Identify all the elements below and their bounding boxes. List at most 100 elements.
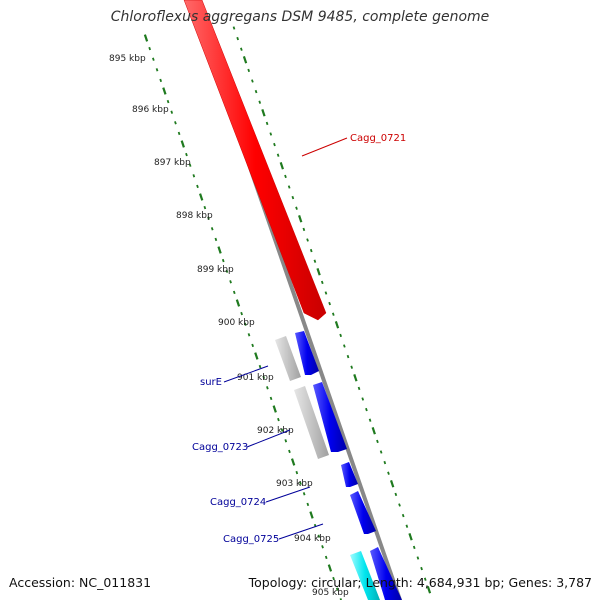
tick-minor xyxy=(398,503,401,507)
tick-minor xyxy=(321,545,324,549)
tick-minor xyxy=(376,439,379,444)
tick-minor xyxy=(258,100,262,104)
tick-minor xyxy=(196,184,199,189)
tick-major xyxy=(279,162,284,170)
tick-major xyxy=(242,56,248,64)
tick-minor xyxy=(379,450,383,454)
tick-major xyxy=(217,246,222,254)
tick-minor xyxy=(232,26,236,30)
scale-label-897: 897 kbp xyxy=(154,158,191,168)
tick-minor xyxy=(313,259,317,263)
tick-minor xyxy=(306,502,310,507)
tick-minor xyxy=(368,418,372,422)
tick-minor xyxy=(291,195,295,200)
tick-major xyxy=(290,458,296,466)
tick-minor xyxy=(188,163,192,167)
gene-cagg-0724[interactable] xyxy=(341,462,358,487)
tick-minor xyxy=(332,576,335,581)
tick-minor xyxy=(287,185,291,189)
tick-minor xyxy=(284,174,287,179)
tick-minor xyxy=(324,291,328,295)
scale-ticks-inner xyxy=(143,34,342,600)
gene-cagg-0721[interactable] xyxy=(183,0,327,321)
tick-minor xyxy=(277,417,280,422)
scale-label-898: 898 kbp xyxy=(176,211,213,221)
tick-minor xyxy=(174,121,177,125)
scale-ticks-outer xyxy=(232,26,432,594)
tick-minor xyxy=(295,470,299,475)
tick-minor xyxy=(269,396,273,401)
tick-minor xyxy=(401,513,405,518)
gene-labels: Cagg_0721 surE Cagg_0723 Cagg_0724 Cagg_… xyxy=(192,133,406,545)
gene-label-cagg-0725: Cagg_0725 xyxy=(223,534,279,545)
tick-minor xyxy=(262,375,266,379)
tick-minor xyxy=(265,121,269,126)
tick-minor xyxy=(159,78,163,83)
tick-minor xyxy=(269,132,273,136)
tick-minor xyxy=(346,354,350,359)
tick-minor xyxy=(420,566,423,571)
tick-minor xyxy=(155,68,159,72)
tick-minor xyxy=(210,227,214,231)
tick-minor xyxy=(343,344,346,348)
tick-minor xyxy=(361,397,365,401)
tick-minor xyxy=(302,227,306,232)
gene-cagg-0725[interactable] xyxy=(350,491,376,534)
tick-minor xyxy=(177,131,181,136)
tick-major xyxy=(272,405,277,413)
scale-label-903: 903 kbp xyxy=(276,479,313,489)
tick-major xyxy=(235,299,241,307)
gene-label-sure: surE xyxy=(200,377,222,388)
accession-label: Accession: NC_011831 xyxy=(9,575,152,590)
tick-minor xyxy=(240,47,243,51)
scale-label-896: 896 kbp xyxy=(132,105,169,115)
tick-minor xyxy=(405,524,409,528)
tick-major xyxy=(199,193,204,201)
tick-minor xyxy=(320,280,324,285)
tick-minor xyxy=(331,312,335,316)
tick-minor xyxy=(251,79,254,83)
gene-cagg-0722[interactable] xyxy=(295,331,319,375)
tick-minor xyxy=(284,439,288,443)
scale-label-902: 902 kbp xyxy=(257,426,294,436)
tick-minor xyxy=(266,386,269,390)
scale-label-900: 900 kbp xyxy=(218,318,255,328)
tick-minor xyxy=(357,386,361,391)
tick-minor xyxy=(258,364,262,369)
tick-minor xyxy=(152,57,155,61)
tick-minor xyxy=(170,110,174,114)
scale-label-904: 904 kbp xyxy=(294,534,331,544)
tick-minor xyxy=(236,36,239,41)
gene-cagg-0726[interactable] xyxy=(370,547,402,600)
gene-label-cagg-0724: Cagg_0724 xyxy=(210,497,266,508)
tick-minor xyxy=(288,449,291,454)
scale-label-901: 901 kbp xyxy=(237,373,274,383)
tick-minor xyxy=(394,492,398,497)
tick-minor xyxy=(317,534,321,538)
gene-cyan-1 xyxy=(350,551,380,600)
tick-minor xyxy=(295,206,298,210)
tick-minor xyxy=(276,153,280,157)
tick-minor xyxy=(243,322,247,326)
gene-label-leaders xyxy=(223,137,348,540)
tick-minor xyxy=(309,248,313,253)
tick-minor xyxy=(423,577,427,581)
scale-labels: 895 kbp 896 kbp 897 kbp 898 kbp 899 kbp … xyxy=(109,54,349,598)
gene-label-cagg-0721: Cagg_0721 xyxy=(350,133,406,144)
tick-major xyxy=(180,140,185,148)
tick-minor xyxy=(412,545,416,550)
tick-minor xyxy=(247,333,251,337)
gene-grey-1 xyxy=(275,336,301,381)
tick-minor xyxy=(225,269,229,273)
tick-minor xyxy=(273,142,276,147)
gene-label-cagg-0723: Cagg_0723 xyxy=(192,442,248,453)
tick-minor xyxy=(185,152,188,157)
tick-major xyxy=(316,268,321,276)
tick-minor xyxy=(221,258,225,263)
tick-major xyxy=(327,564,333,572)
tick-minor xyxy=(148,46,151,51)
gene-grey-2 xyxy=(294,386,329,459)
tick-minor xyxy=(229,280,232,284)
gene-cagg-0723[interactable] xyxy=(313,382,347,452)
